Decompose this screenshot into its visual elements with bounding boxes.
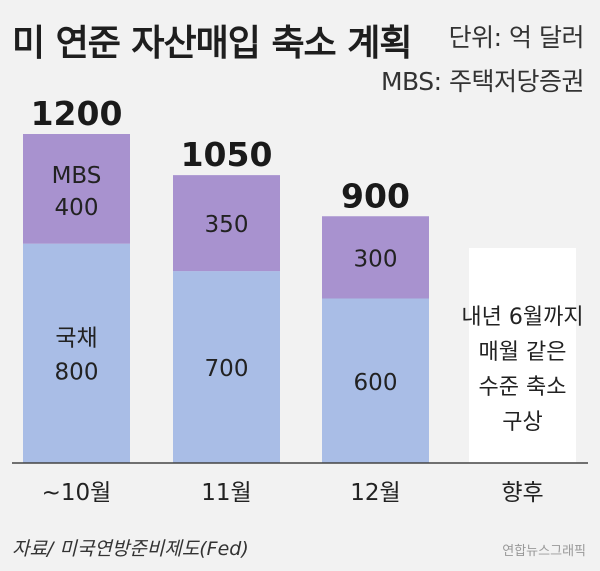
bar-segment-mbs — [322, 216, 429, 299]
x-tick-label: 11월 — [201, 480, 251, 506]
bar-segment-mbs — [23, 134, 130, 244]
mbs-legend-note: MBS: 주택저당증권 — [380, 67, 585, 96]
x-tick-label: ~10월 — [42, 480, 112, 506]
data-label-mbs: 300 — [354, 246, 398, 272]
future-plan-box — [469, 248, 576, 463]
future-note-line: 수준 축소 — [479, 375, 567, 400]
bar-segment-treasury — [322, 298, 429, 463]
chart-title: 미 연준 자산매입 축소 계획 — [12, 23, 412, 64]
future-note-line: 내년 6월까지 — [461, 305, 583, 330]
credit-text: 연합뉴스그래픽 — [502, 544, 586, 559]
data-label-treasury: 700 — [205, 356, 249, 382]
data-label-mbs: 400 — [55, 195, 99, 221]
data-label-mbs: 350 — [205, 212, 249, 238]
data-label-total: 900 — [341, 176, 410, 215]
future-note-line: 구상 — [502, 410, 542, 435]
segment-series-label: MBS — [52, 163, 102, 189]
source-note: 자료/ 미국연방준비제도(Fed) — [12, 538, 249, 560]
x-tick-label: 향후 — [501, 480, 543, 506]
unit-label: 단위: 억 달러 — [448, 23, 585, 52]
data-label-treasury: 800 — [55, 359, 99, 385]
data-label-total: 1200 — [31, 94, 123, 133]
future-note-line: 매월 같은 — [479, 340, 567, 365]
bar-segment-mbs — [173, 175, 280, 272]
data-label-treasury: 600 — [354, 370, 398, 396]
data-label-total: 1050 — [181, 135, 273, 174]
segment-series-label: 국채 — [55, 325, 97, 351]
bar-segment-treasury — [23, 243, 130, 463]
bar-segment-treasury — [173, 271, 280, 463]
x-tick-label: 12월 — [350, 480, 400, 506]
